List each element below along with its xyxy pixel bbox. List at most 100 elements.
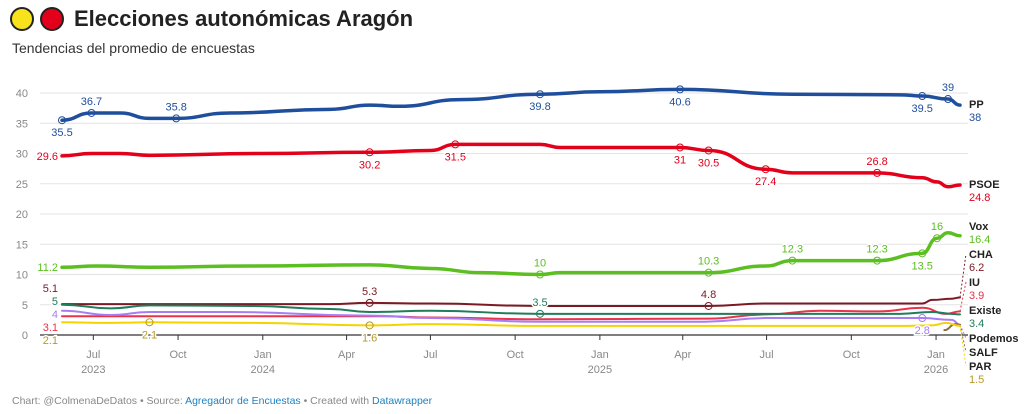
data-point-marker	[365, 148, 374, 157]
yellow-circle-icon	[10, 7, 34, 31]
data-point-marker	[145, 318, 154, 327]
data-label: 5.3	[362, 286, 377, 298]
series-name-label: SALF	[969, 347, 998, 359]
x-tick-year: 2026	[924, 364, 948, 376]
data-point-marker	[536, 309, 545, 318]
data-label: 13.5	[912, 260, 933, 272]
x-tick-label: Jan	[591, 349, 609, 361]
data-point-marker	[704, 301, 713, 310]
y-tick-label: 35	[16, 118, 28, 130]
series-name-label: IU	[969, 277, 980, 289]
data-point-marker	[87, 108, 96, 117]
data-label: 30.2	[359, 159, 380, 171]
chart-header: Elecciones autonómicas Aragón	[10, 6, 413, 32]
data-label: 5.1	[43, 283, 58, 295]
y-tick-label: 10	[16, 270, 28, 282]
data-label: 3.1	[43, 322, 58, 334]
data-point-marker	[172, 114, 181, 123]
data-point-marker	[788, 256, 797, 265]
series-line-cha	[61, 296, 961, 307]
data-point-marker	[761, 165, 770, 174]
series-line-existe	[61, 303, 961, 316]
data-label: 11.2	[37, 262, 58, 274]
y-tick-label: 30	[16, 149, 28, 161]
data-point-marker	[365, 298, 374, 307]
y-tick-label: 40	[16, 88, 28, 100]
series-line-salf	[943, 323, 961, 332]
series-end-value: 6.2	[969, 262, 984, 274]
datawrapper-link[interactable]: Datawrapper	[372, 395, 433, 407]
data-point-marker	[873, 168, 882, 177]
series-end-value: 3.4	[969, 318, 984, 330]
series-line-par	[61, 321, 961, 327]
data-label: 3.5	[532, 297, 547, 309]
series-line-pp	[60, 87, 962, 122]
data-point-marker	[676, 143, 685, 152]
chart-title: Elecciones autonómicas Aragón	[74, 6, 414, 31]
data-label: 2.8	[915, 325, 930, 337]
label-leader	[959, 253, 967, 298]
data-label: 30.5	[698, 157, 719, 169]
data-label: 10	[534, 258, 546, 270]
data-label: 39.8	[529, 101, 550, 113]
data-label: 31	[674, 154, 686, 166]
series-line-psoe	[60, 142, 962, 189]
data-label: 26.8	[866, 156, 887, 168]
data-point-marker	[536, 270, 545, 279]
data-label: 10.3	[698, 256, 719, 268]
series-end-value: 3.9	[969, 290, 984, 302]
x-tick-label: Jul	[760, 349, 774, 361]
data-label: 5	[52, 296, 58, 308]
data-label: 40.6	[669, 96, 690, 108]
data-point-marker	[918, 92, 927, 101]
data-label: 27.4	[755, 176, 776, 188]
x-tick-label: Jul	[423, 349, 437, 361]
chart-footer: Chart: @ColmenaDeDatos • Source: Agregad…	[12, 395, 432, 407]
series-end-value: 38	[969, 112, 981, 124]
data-point-marker	[704, 268, 713, 277]
footer-created: • Created with	[300, 395, 373, 407]
data-point-marker	[676, 85, 685, 94]
x-tick-label: Apr	[674, 349, 691, 361]
data-label: 12.3	[866, 244, 887, 256]
data-point-marker	[944, 95, 953, 104]
data-point-marker	[918, 249, 927, 258]
series-name-label: PSOE	[969, 179, 1000, 191]
series-end-value: 16.4	[969, 234, 990, 246]
data-point-marker	[536, 90, 545, 99]
data-label: 1.6	[362, 332, 377, 344]
data-label: 12.3	[782, 244, 803, 256]
y-tick-label: 0	[22, 330, 28, 342]
x-tick-year: 2024	[251, 364, 275, 376]
source-link[interactable]: Agregador de Encuestas	[185, 395, 301, 407]
footer-credit: Chart: @ColmenaDeDatos • Source:	[12, 395, 186, 407]
data-label: 31.5	[445, 151, 466, 163]
series-line-podemos	[61, 309, 961, 326]
data-point-marker	[918, 314, 927, 323]
data-label: 2.1	[43, 335, 58, 347]
chart-subtitle: Tendencias del promedio de encuestas	[12, 40, 255, 56]
x-tick-label: Oct	[843, 349, 860, 361]
series-name-label: CHA	[969, 249, 993, 261]
data-label: 35.8	[165, 101, 186, 113]
label-leader	[959, 324, 967, 339]
x-tick-label: Oct	[507, 349, 524, 361]
data-label: 16	[931, 221, 943, 233]
label-leader	[959, 324, 967, 353]
x-tick-label: Jan	[254, 349, 272, 361]
data-label: 36.7	[81, 96, 102, 108]
series-name-label: PAR	[969, 361, 991, 373]
series-line-vox	[60, 231, 962, 277]
x-tick-year: 2023	[81, 364, 105, 376]
data-point-marker	[932, 234, 941, 243]
y-tick-label: 20	[16, 209, 28, 221]
series-end-value: 1.5	[969, 374, 984, 386]
series-end-value: 24.8	[969, 192, 990, 204]
series-name-label: Podemos	[969, 333, 1019, 345]
series-name-label: Vox	[969, 221, 989, 233]
data-point-marker	[365, 321, 374, 330]
data-label: 4.8	[701, 289, 716, 301]
label-leader	[959, 281, 967, 312]
data-point-marker	[58, 116, 66, 125]
